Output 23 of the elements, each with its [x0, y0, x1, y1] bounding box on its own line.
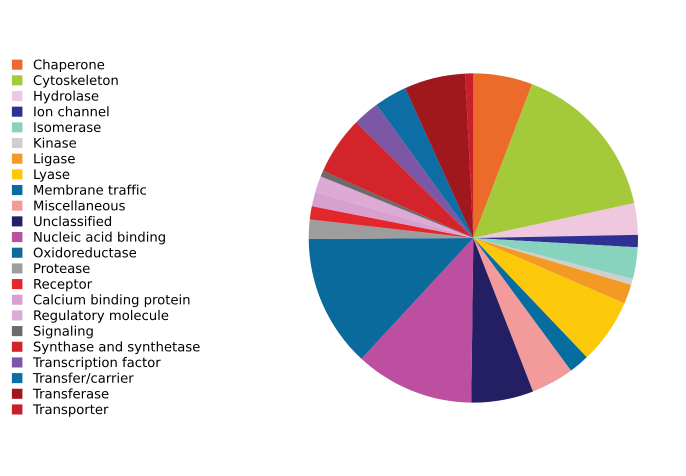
legend-label: Hydrolase — [34, 90, 98, 104]
legend-label: Synthase and synthetase — [34, 341, 200, 354]
legend-label: Transcription factor — [32, 356, 161, 370]
legend-label: Kinase — [34, 138, 76, 148]
legend-label: Transfer/carrier — [32, 372, 134, 384]
legend-label: Protease — [34, 263, 90, 274]
legend-label: Miscellaneous — [34, 200, 125, 210]
legend-label: Signaling — [34, 326, 93, 338]
legend-label: Ligase — [34, 153, 75, 166]
legend-label: Unclassified — [34, 216, 112, 226]
legend-label: Regulatory molecule — [34, 310, 168, 323]
legend-label: Receptor — [34, 279, 92, 292]
legend-label: Membrane traffic — [34, 184, 146, 195]
legend-label: Transferase — [32, 388, 108, 399]
legend-label: Transporter — [32, 404, 108, 417]
legend-label: Isomerase — [34, 122, 101, 132]
legend-label: Calcium binding protein — [34, 294, 190, 308]
legend-label: Cytoskeleton — [34, 74, 118, 88]
legend-label: Lyase — [34, 169, 70, 182]
legend-label: Nucleic acid binding — [34, 232, 165, 244]
legend-label: Oxidoreductase — [34, 247, 136, 258]
legend-label: Chaperone — [34, 59, 104, 72]
legend-label: Ion channel — [34, 106, 108, 116]
